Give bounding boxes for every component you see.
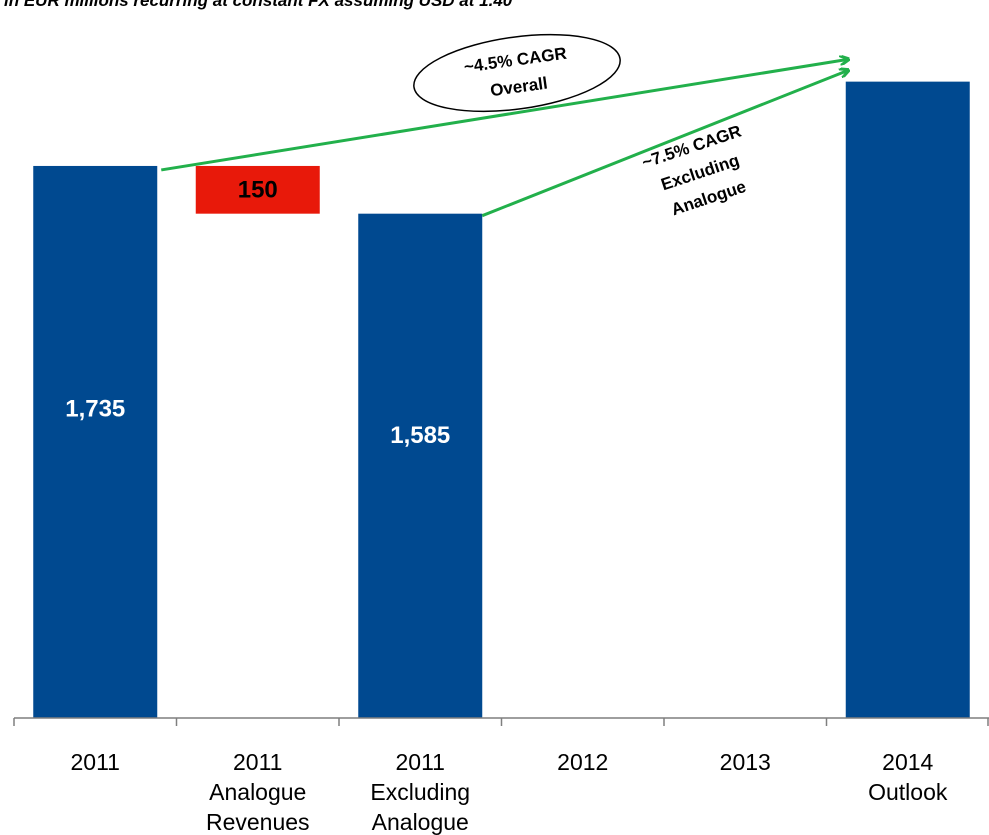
bar-value-label-2: 1,585	[390, 422, 450, 449]
category-label-line: Revenues	[206, 809, 310, 835]
category-label-line: 2011	[396, 749, 445, 775]
x-axis	[13, 717, 989, 726]
cagr-annotation-overall: ~4.5% CAGROverall	[413, 33, 621, 113]
category-label-4: 2013	[720, 749, 771, 775]
category-label-2: 2011 Excluding Analogue	[370, 749, 470, 835]
bar-2	[358, 213, 483, 718]
category-label-3: 2012	[557, 749, 608, 775]
bar-3	[845, 81, 970, 719]
category-label-line: Excluding	[370, 779, 470, 805]
category-label-line: 2014	[882, 749, 933, 775]
bar-value-label-1: 150	[238, 176, 278, 203]
category-label-line: Outlook	[868, 779, 948, 805]
category-label-line: 2013	[720, 749, 771, 775]
chart-subtitle: in EUR millions recurring at constant FX…	[4, 0, 513, 10]
category-label-line: Analogue	[372, 809, 469, 835]
category-label-1: 2011 Analogue Revenues	[206, 749, 310, 835]
bar-1	[195, 165, 320, 214]
cagr-annotation-excluding: ~7.5% CAGRExcludingAnalogue	[640, 122, 761, 224]
category-label-line: 2011	[233, 749, 282, 775]
category-label-line: Analogue	[209, 779, 306, 805]
cagr-arrow-overall	[161, 59, 848, 172]
category-label-line: 2011	[71, 749, 120, 775]
cagr-arrow-excluding	[481, 71, 848, 218]
cagr-text-excluding: ~7.5% CAGRExcludingAnalogue	[640, 122, 761, 224]
bar-value-label-0: 1,735	[65, 395, 125, 422]
cagr-ellipse	[413, 33, 621, 113]
category-label-0: 2011	[71, 749, 120, 775]
bars-layer: 1,735 150 1,585	[33, 81, 970, 719]
category-labels: 2011 2011 Analogue Revenues 2011 Excluding Ana…	[71, 749, 948, 835]
bar-0	[33, 165, 158, 719]
category-label-line: 2012	[557, 749, 608, 775]
category-label-5: 2014 Outlook	[868, 749, 948, 805]
